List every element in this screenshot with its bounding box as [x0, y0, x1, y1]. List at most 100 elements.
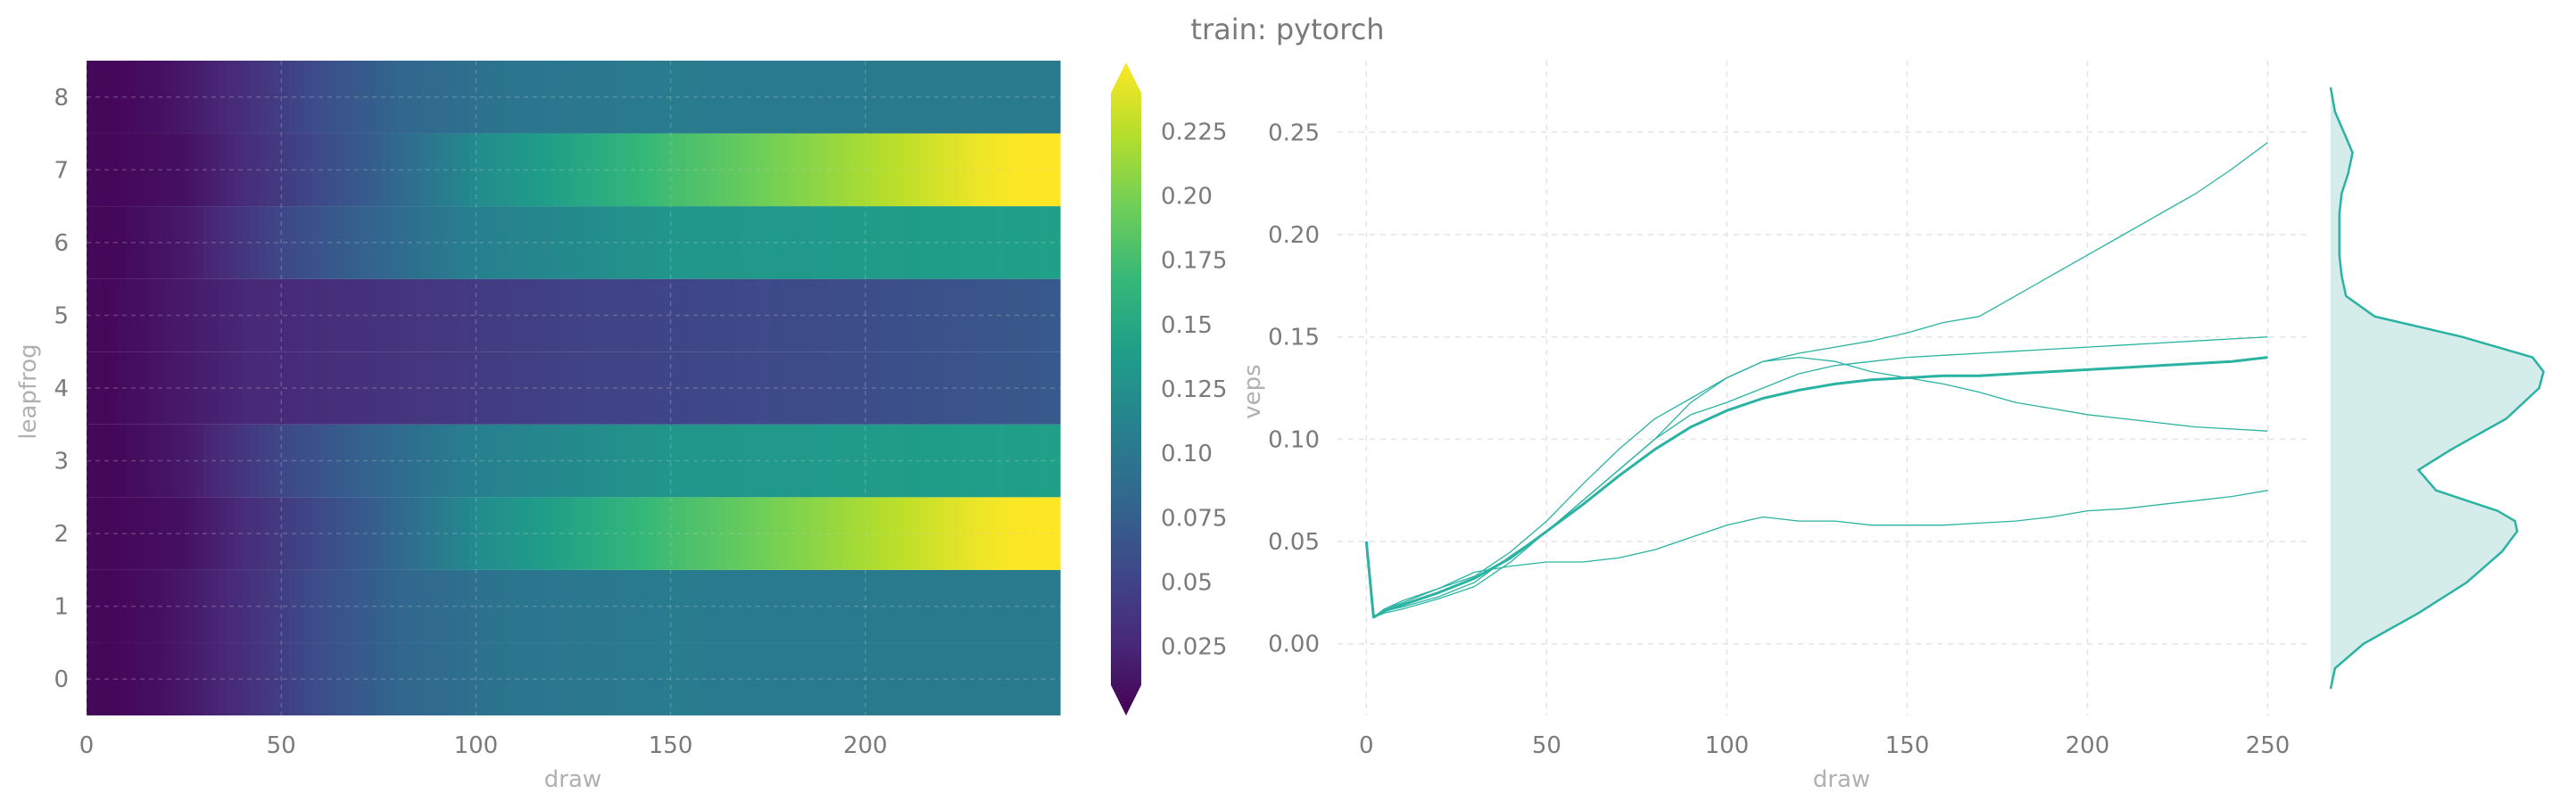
- heatmap-cell: [841, 278, 850, 352]
- heatmap-cell: [327, 424, 336, 498]
- heatmap-cell: [382, 206, 391, 279]
- heatmap-cell: [865, 497, 874, 570]
- heatmap-cell: [990, 133, 998, 207]
- heatmap-cell: [335, 278, 344, 352]
- heatmap-cell: [569, 206, 578, 279]
- heatmap-cell: [927, 642, 936, 715]
- heatmap-cell: [288, 351, 298, 425]
- heatmap-row-3: [87, 424, 1061, 498]
- heatmap-cell: [810, 133, 820, 207]
- heatmap-cell: [741, 278, 750, 352]
- heatmap-cell: [219, 278, 228, 352]
- heatmap-cell: [1021, 351, 1030, 425]
- heatmap-cell: [709, 424, 718, 498]
- heatmap-cell: [888, 133, 898, 207]
- heatmap-cell: [250, 133, 259, 207]
- heatmap-cell: [436, 61, 446, 134]
- heatmap-cell: [655, 206, 664, 279]
- heatmap-cell: [670, 133, 679, 207]
- heatmap-cell: [592, 278, 601, 352]
- heatmap-cell: [881, 206, 890, 279]
- heatmap-cell: [219, 133, 228, 207]
- heatmap-cell: [779, 206, 789, 279]
- heatmap-cell: [227, 569, 236, 643]
- heatmap-cell: [1029, 642, 1038, 715]
- heatmap-cell: [966, 61, 975, 134]
- heatmap-cell: [857, 497, 866, 570]
- heatmap-cell: [873, 61, 882, 134]
- heatmap-cell: [460, 206, 469, 279]
- heatmap-cell: [904, 133, 913, 207]
- heatmap-cell: [841, 642, 850, 715]
- heatmap-cell: [156, 497, 165, 570]
- heatmap-cell: [374, 206, 384, 279]
- heatmap-cell: [304, 351, 313, 425]
- heatmap-cell: [616, 278, 625, 352]
- heatmap-cell: [195, 569, 204, 643]
- heatmap-cell: [94, 351, 104, 425]
- heatmap-cell: [319, 61, 329, 134]
- heatmap-cell: [873, 206, 882, 279]
- heatmap-cell: [826, 569, 835, 643]
- heatmap-cell: [709, 351, 718, 425]
- heatmap-cell: [943, 278, 952, 352]
- heatmap-cell: [94, 569, 104, 643]
- heatmap-cell: [810, 497, 820, 570]
- heatmap-cell: [592, 642, 601, 715]
- heatmap-cell: [639, 424, 649, 498]
- heatmap-y-tick-label: 6: [54, 230, 69, 257]
- heatmap-cell: [912, 206, 921, 279]
- trace-x-tick-label: 50: [1532, 732, 1561, 759]
- heatmap-cell: [733, 424, 741, 498]
- heatmap-cell: [888, 278, 898, 352]
- heatmap-cell: [802, 278, 812, 352]
- heatmap-cell: [468, 424, 476, 498]
- heatmap-cell: [601, 206, 609, 279]
- heatmap-cell: [359, 424, 368, 498]
- density-fill: [2331, 87, 2544, 690]
- heatmap-cell: [678, 278, 687, 352]
- heatmap-cell: [429, 497, 438, 570]
- heatmap-cell: [133, 61, 142, 134]
- heatmap-cell: [1029, 278, 1038, 352]
- heatmap-cell: [818, 424, 827, 498]
- heatmap-cell: [833, 206, 843, 279]
- heatmap-cell: [818, 497, 827, 570]
- heatmap-cell: [359, 133, 368, 207]
- heatmap-cell: [616, 206, 625, 279]
- heatmap-cell: [693, 642, 703, 715]
- heatmap-cell: [919, 278, 929, 352]
- heatmap-cell: [709, 278, 718, 352]
- heatmap-cell: [888, 351, 898, 425]
- heatmap-cell: [429, 206, 438, 279]
- heatmap-cell: [87, 424, 95, 498]
- heatmap-cell: [413, 133, 422, 207]
- heatmap-cell: [148, 278, 158, 352]
- heatmap-cell: [460, 133, 469, 207]
- heatmap-cell: [164, 351, 173, 425]
- heatmap-cell: [211, 61, 219, 134]
- heatmap-cell: [624, 351, 633, 425]
- heatmap-cell: [1044, 351, 1053, 425]
- heatmap-cell: [444, 497, 453, 570]
- heatmap-y-label: leapfrog: [15, 343, 42, 439]
- heatmap-cell: [857, 278, 866, 352]
- heatmap-cell: [787, 206, 796, 279]
- heatmap-cell: [576, 278, 586, 352]
- heatmap-cell: [576, 497, 586, 570]
- heatmap-cell: [958, 278, 967, 352]
- heatmap-cell: [608, 642, 617, 715]
- heatmap-cell: [662, 569, 672, 643]
- heatmap-cell: [631, 61, 641, 134]
- heatmap-cell: [444, 642, 453, 715]
- heatmap-cell: [678, 497, 687, 570]
- heatmap-cell: [374, 642, 384, 715]
- heatmap-cell: [227, 642, 236, 715]
- heatmap-cell: [335, 424, 344, 498]
- heatmap-cell: [1021, 569, 1030, 643]
- heatmap-cell: [927, 424, 936, 498]
- heatmap-cell: [764, 569, 773, 643]
- trace-line-1: [1365, 356, 2268, 618]
- heatmap-cell: [234, 642, 244, 715]
